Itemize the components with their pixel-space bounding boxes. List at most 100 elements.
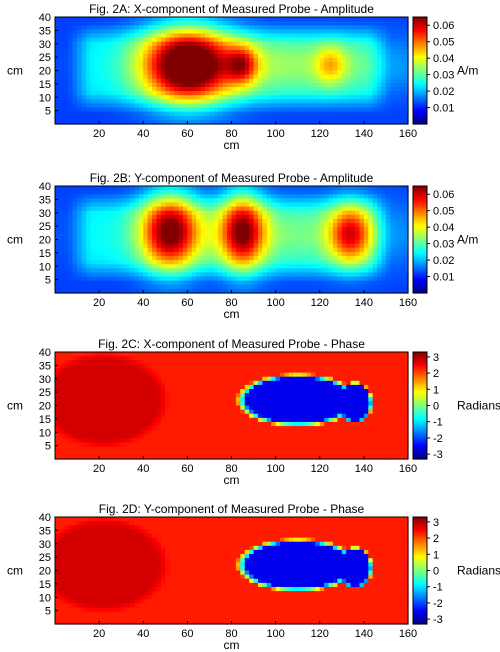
heatmap-cell	[399, 206, 405, 212]
heatmap-cell	[72, 409, 78, 415]
heatmap-cell	[191, 86, 197, 92]
heatmap-cell	[59, 239, 65, 245]
colorbar-label: A/m	[457, 64, 478, 78]
heatmap-cell	[205, 74, 211, 80]
heatmap-cell	[94, 409, 100, 415]
heatmap-cell	[187, 119, 193, 125]
heatmap-cell	[134, 29, 140, 35]
heatmap-cell	[332, 280, 338, 286]
heatmap-cell	[72, 66, 78, 72]
heatmap-cell	[81, 235, 87, 241]
heatmap-cell	[103, 74, 109, 80]
heatmap-cell	[306, 210, 312, 216]
heatmap-cell	[218, 202, 224, 208]
heatmap-cell	[324, 62, 330, 67]
heatmap-cell	[209, 268, 215, 274]
heatmap-cell	[293, 25, 299, 30]
heatmap-cell	[280, 82, 286, 88]
heatmap-cell	[257, 86, 263, 92]
heatmap-cell	[359, 119, 365, 125]
heatmap-cell	[319, 214, 325, 220]
heatmap-cell	[324, 264, 330, 269]
heatmap-cell	[341, 91, 347, 96]
heatmap-cell	[85, 214, 91, 220]
heatmap-cell	[178, 78, 184, 84]
heatmap-cell	[134, 243, 140, 249]
heatmap-cell	[77, 397, 83, 402]
heatmap-cell	[200, 247, 206, 253]
heatmap-cell	[196, 86, 202, 92]
heatmap-cell	[222, 70, 228, 76]
heatmap-cell	[262, 272, 268, 278]
heatmap-cell	[315, 95, 321, 100]
heatmap-cell	[306, 115, 312, 121]
heatmap-cell	[200, 227, 206, 232]
heatmap-cell	[134, 62, 140, 67]
heatmap-cell	[218, 58, 224, 63]
heatmap-cell	[125, 235, 131, 241]
heatmap-cell	[138, 255, 144, 261]
heatmap-cell	[280, 111, 286, 117]
heatmap-cell	[112, 21, 118, 26]
heatmap-cell	[116, 393, 122, 398]
heatmap-cell	[138, 231, 144, 236]
heatmap-cell	[372, 86, 378, 92]
heatmap-cell	[94, 438, 100, 444]
heatmap-cell	[125, 401, 131, 407]
heatmap-cell	[200, 95, 206, 100]
heatmap-cell	[235, 260, 241, 265]
heatmap-cell	[147, 25, 153, 30]
heatmap-cell	[143, 17, 149, 22]
heatmap-cell	[130, 25, 136, 30]
heatmap-cell	[90, 356, 96, 361]
heatmap-cell	[257, 214, 263, 220]
heatmap-cell	[112, 210, 118, 216]
heatmap-cell	[253, 251, 259, 257]
heatmap-cell	[227, 41, 233, 47]
heatmap-cell	[368, 239, 374, 245]
heatmap-cell	[116, 251, 122, 257]
colorbar-step	[413, 79, 427, 82]
heatmap-cell	[319, 227, 325, 232]
heatmap-cell	[191, 54, 197, 59]
heatmap-cell	[165, 264, 171, 269]
heatmap-cell	[227, 210, 233, 216]
heatmap-cell	[381, 17, 387, 22]
heatmap-cell	[394, 41, 400, 47]
heatmap-cell	[205, 288, 211, 294]
heatmap-cell	[394, 66, 400, 72]
heatmap-cell	[94, 260, 100, 265]
heatmap-cell	[280, 202, 286, 208]
heatmap-cell	[222, 206, 228, 212]
heatmap-cell	[130, 434, 136, 440]
heatmap-cell	[116, 78, 122, 84]
heatmap-cell	[262, 284, 268, 290]
heatmap-cell	[116, 103, 122, 109]
heatmap-cell	[244, 210, 250, 216]
heatmap-cell	[368, 33, 374, 39]
y-tick-label: 40	[39, 12, 51, 24]
heatmap-cell	[138, 119, 144, 125]
heatmap-cell	[218, 91, 224, 96]
heatmap-cell	[81, 202, 87, 208]
heatmap-cell	[332, 25, 338, 30]
heatmap-cell	[99, 243, 105, 249]
heatmap-cell	[257, 21, 263, 26]
heatmap-cell	[147, 41, 153, 47]
heatmap-cell	[169, 190, 175, 195]
heatmap-cell	[350, 37, 356, 43]
heatmap-cell	[297, 280, 303, 286]
heatmap-cell	[72, 210, 78, 216]
heatmap-cell	[130, 251, 136, 257]
heatmap-cell	[68, 41, 74, 47]
heatmap-cell	[205, 41, 211, 47]
heatmap-cell	[63, 442, 69, 448]
heatmap-cell	[377, 103, 383, 109]
heatmap-cell	[394, 227, 400, 232]
heatmap-cell	[271, 280, 277, 286]
heatmap-cell	[280, 99, 286, 105]
heatmap-cell	[178, 74, 184, 80]
heatmap-cell	[156, 364, 162, 370]
heatmap-cell	[63, 70, 69, 76]
heatmap-cell	[178, 260, 184, 265]
